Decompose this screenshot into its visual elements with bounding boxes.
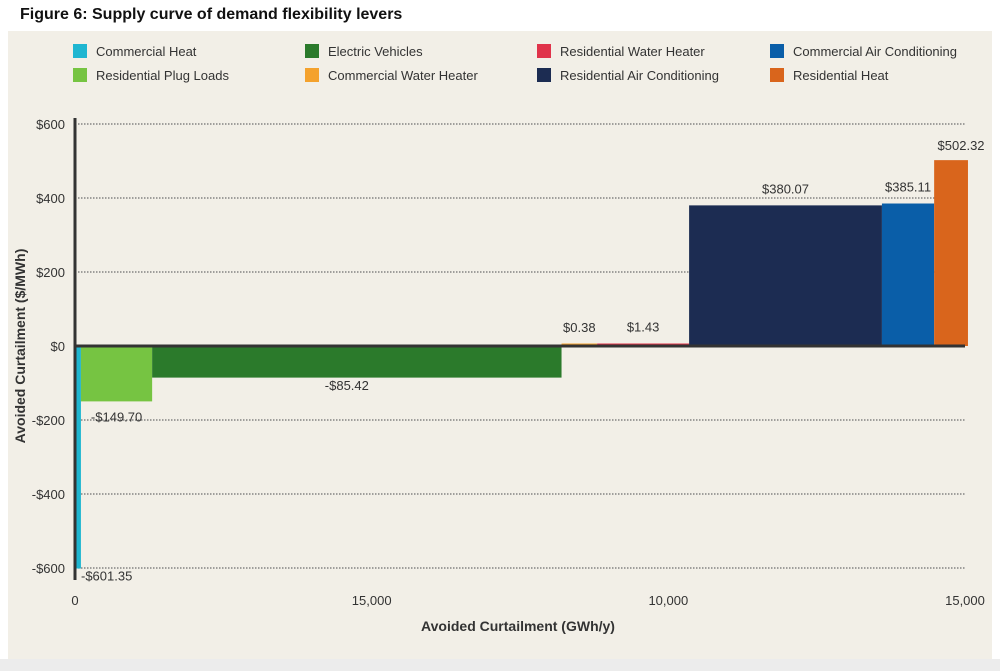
legend: Commercial Heat Electric Vehicles Resident…	[73, 44, 957, 83]
legend-label: Residential Heat	[793, 68, 889, 83]
legend-swatch	[305, 68, 319, 82]
data-label: $502.32	[938, 138, 985, 153]
legend-label: Residential Plug Loads	[96, 68, 229, 83]
y-tick-label: -$600	[32, 561, 65, 576]
figure-title: Figure 6: Supply curve of demand flexibi…	[20, 6, 403, 23]
bar-commercial-heat	[75, 346, 81, 569]
legend-label: Commercial Air Conditioning	[793, 44, 957, 59]
bar-residential-heat	[934, 160, 968, 346]
y-tick-label: -$400	[32, 487, 65, 502]
bar-layer	[75, 160, 968, 569]
x-tick-label: 0	[71, 593, 78, 608]
legend-swatch	[73, 44, 87, 58]
data-label: $0.38	[563, 320, 596, 335]
bar-residential-plug-loads	[80, 346, 153, 402]
data-label: -$149.70	[91, 409, 142, 424]
y-tick-label: $600	[36, 117, 65, 132]
x-axis-title: Avoided Curtailment (GWh/y)	[421, 618, 615, 634]
label-layer: -$601.35 -$149.70 -$85.42 $0.38 $1.43 $380.07…	[81, 138, 985, 583]
x-tick-label: 10,000	[648, 593, 688, 608]
legend-item: Commercial Water Heater	[305, 68, 478, 83]
legend-item: Commercial Heat	[73, 44, 197, 59]
legend-label: Electric Vehicles	[328, 44, 423, 59]
chart-panel: $600 $400 $200 $0 -$200 -$400 -$600 0 15,000 10,0…	[8, 31, 992, 659]
legend-swatch	[770, 68, 784, 82]
legend-item: Residential Plug Loads	[73, 68, 229, 83]
legend-swatch	[537, 68, 551, 82]
legend-item: Residential Heat	[770, 68, 889, 83]
x-tick-label: 15,000	[352, 593, 392, 608]
grid-layer	[75, 123, 965, 569]
legend-swatch	[770, 44, 784, 58]
legend-swatch	[537, 44, 551, 58]
legend-item: Residential Water Heater	[537, 44, 705, 59]
data-label: $385.11	[885, 180, 931, 195]
axis-layer: $600 $400 $200 $0 -$200 -$400 -$600 0 15,000 10,0…	[12, 117, 985, 634]
y-tick-label: -$200	[32, 413, 65, 428]
y-tick-label: $0	[51, 339, 65, 354]
supply-curve-chart: $600 $400 $200 $0 -$200 -$400 -$600 0 15,000 10,0…	[12, 44, 985, 634]
bar-commercial-air-conditioning	[881, 203, 935, 346]
y-tick-label: $200	[36, 265, 65, 280]
y-tick-label: $400	[36, 191, 65, 206]
legend-swatch	[305, 44, 319, 58]
legend-label: Commercial Heat	[96, 44, 197, 59]
data-label: $380.07	[762, 181, 809, 196]
bottom-strip	[0, 659, 1000, 671]
x-tick-label: 15,000	[945, 593, 985, 608]
data-label: $1.43	[627, 319, 660, 334]
legend-item: Electric Vehicles	[305, 44, 423, 59]
legend-swatch	[73, 68, 87, 82]
legend-label: Residential Air Conditioning	[560, 68, 719, 83]
data-label: -$601.35	[81, 568, 132, 583]
bar-electric-vehicles	[152, 346, 562, 378]
legend-label: Commercial Water Heater	[328, 68, 478, 83]
legend-item: Commercial Air Conditioning	[770, 44, 957, 59]
data-label: -$85.42	[325, 378, 369, 393]
y-axis-title: Avoided Curtailment ($/MWh)	[12, 249, 28, 444]
legend-label: Residential Water Heater	[560, 44, 705, 59]
bar-residential-air-conditioning	[689, 205, 882, 346]
legend-item: Residential Air Conditioning	[537, 68, 719, 83]
